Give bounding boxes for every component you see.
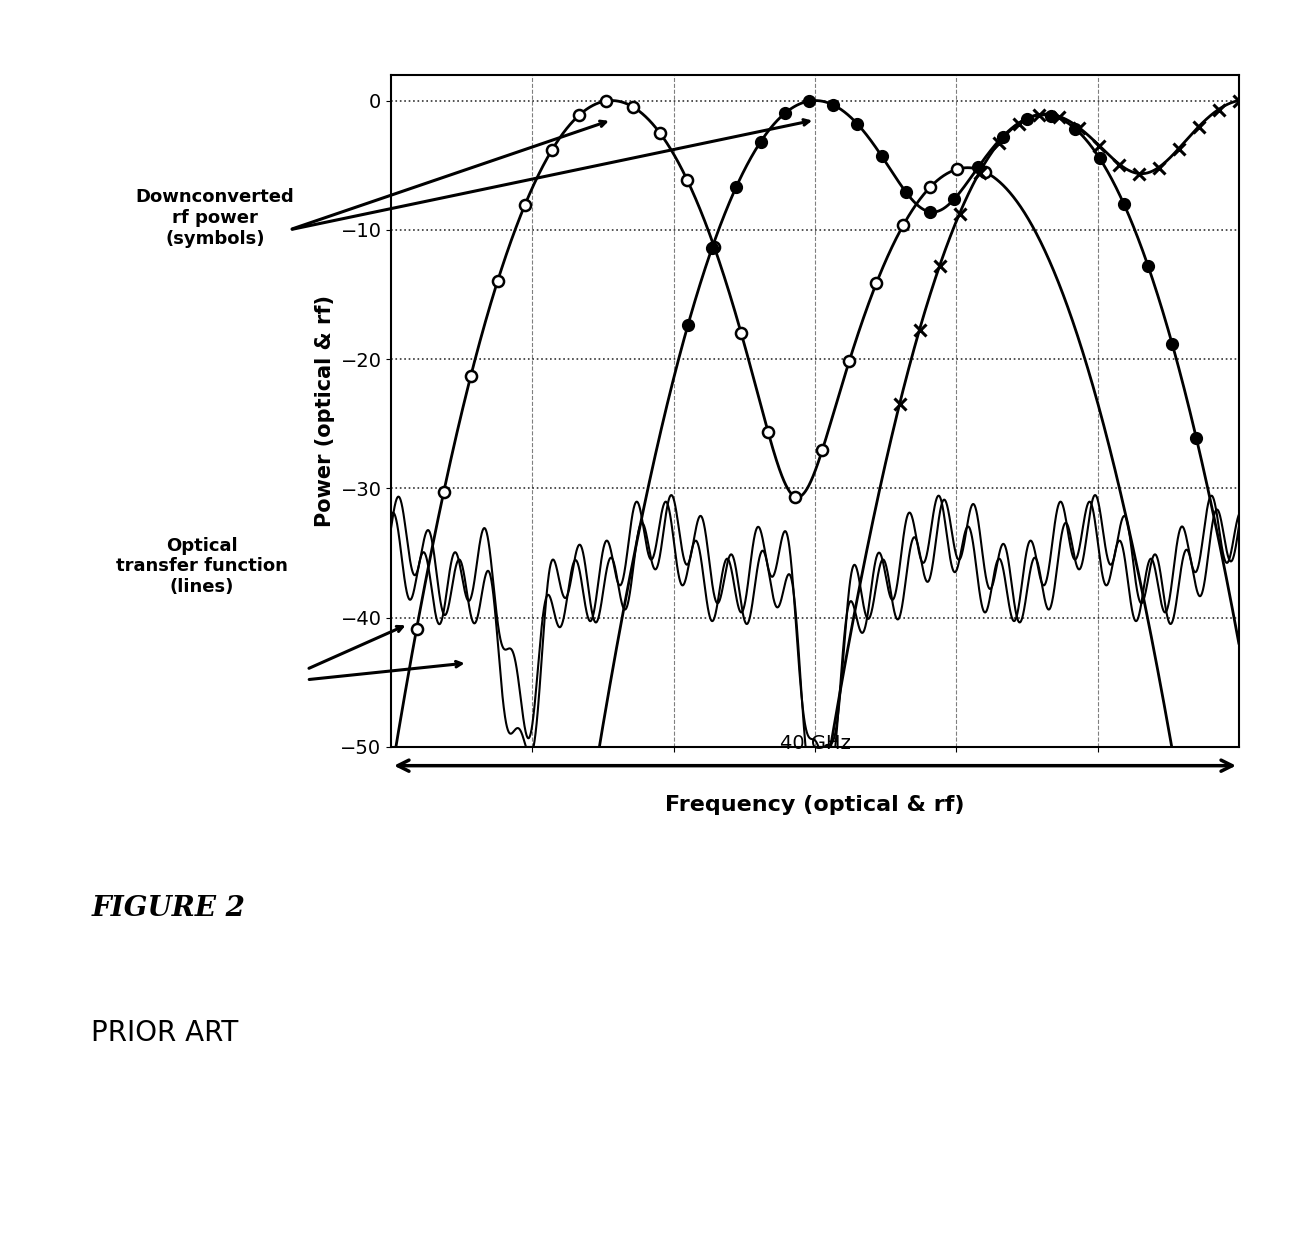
Text: Optical
transfer function
(lines): Optical transfer function (lines) [116,537,288,596]
Text: Frequency (optical & rf): Frequency (optical & rf) [665,796,965,815]
Text: 40 GHz: 40 GHz [780,735,850,753]
Text: PRIOR ART: PRIOR ART [91,1020,239,1047]
Text: FIGURE 2: FIGURE 2 [91,895,245,923]
Text: Downconverted
rf power
(symbols): Downconverted rf power (symbols) [136,188,295,248]
Y-axis label: Power (optical & rf): Power (optical & rf) [314,295,335,527]
